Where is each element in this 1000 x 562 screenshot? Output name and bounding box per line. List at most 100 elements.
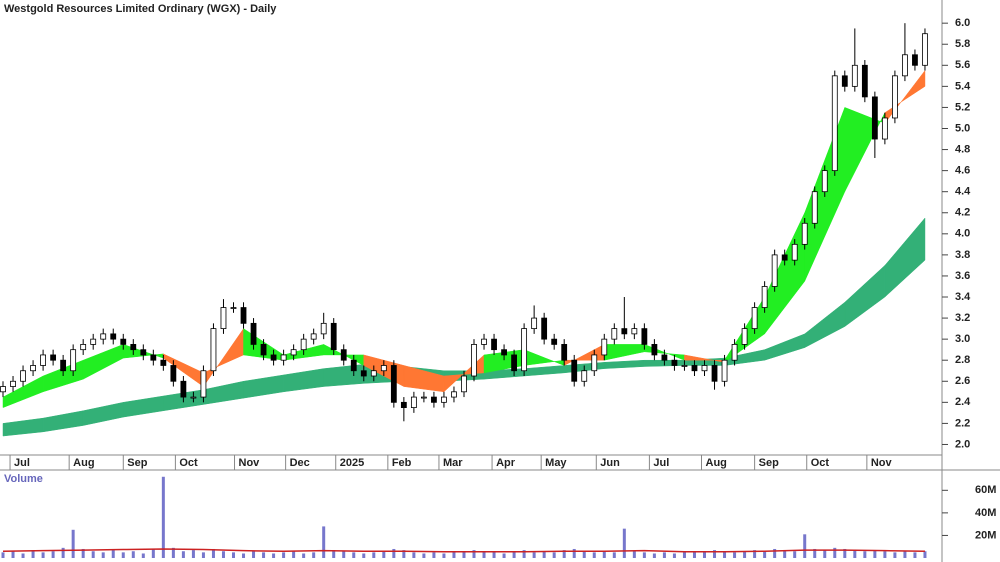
volume-bar [542, 551, 546, 558]
volume-bar [151, 548, 155, 558]
volume-bar [392, 548, 396, 558]
volume-bar [572, 548, 576, 558]
candle-body [330, 322, 337, 351]
candle-body [250, 322, 257, 345]
candle-body [320, 322, 327, 335]
volume-bar [863, 551, 867, 558]
x-tick-label: May [545, 457, 567, 469]
volume-bar [201, 552, 205, 558]
candle-body [591, 354, 598, 372]
candle-body [881, 117, 888, 140]
volume-bar [41, 552, 45, 558]
y-tick-label: 3.4 [955, 291, 971, 303]
volume-bar [713, 550, 717, 558]
x-tick-label: Feb [392, 457, 412, 469]
volume-bar [873, 550, 877, 558]
volume-bar [181, 551, 185, 558]
candle-body [761, 286, 768, 308]
y-tick-label: 5.6 [955, 59, 970, 71]
x-tick-label: Mar [443, 457, 463, 469]
candle-body [421, 396, 427, 399]
candle-body [10, 380, 16, 387]
candle-body [671, 359, 678, 366]
volume-bar [612, 552, 616, 558]
volume-tick-label: 40M [975, 507, 996, 519]
chart-title: Westgold Resources Limited Ordinary (WGX… [4, 3, 277, 15]
volume-bar [402, 550, 406, 558]
candle-body [380, 365, 387, 372]
candle-body [300, 338, 307, 351]
volume-bar [242, 553, 246, 558]
volume-bar [71, 529, 75, 558]
volume-bar [582, 551, 586, 558]
y-tick-label: 2.0 [955, 438, 970, 450]
candle-body [801, 222, 808, 245]
volume-bar [723, 551, 727, 558]
x-tick-label: Dec [290, 457, 310, 469]
y-tick-label: 5.8 [955, 38, 970, 50]
volume-bar [843, 548, 847, 558]
candle-body [200, 370, 207, 398]
volume-bar [161, 476, 165, 558]
volume-bar [702, 552, 706, 558]
volume-bar [833, 547, 837, 558]
candle-body [831, 75, 838, 172]
x-tick-label: Sep [759, 457, 779, 469]
volume-bar [492, 552, 496, 558]
candle-body [561, 344, 568, 361]
volume-bar [61, 547, 65, 558]
volume-bar [101, 552, 105, 558]
candle-body [481, 338, 487, 345]
candle-body [70, 349, 77, 372]
candle-body [150, 354, 157, 361]
volume-bar [893, 552, 897, 558]
volume-bar [793, 551, 797, 558]
y-tick-label: 3.8 [955, 249, 970, 261]
volume-bar [773, 548, 777, 558]
volume-tick-label: 60M [975, 484, 996, 496]
candle-body [721, 359, 728, 382]
volume-bar [352, 552, 356, 558]
volume-bar [412, 552, 416, 558]
candle-body [501, 349, 507, 356]
y-tick-label: 4.4 [955, 186, 971, 198]
candle-body [791, 243, 798, 261]
candle-body [531, 317, 538, 330]
candle-body [190, 396, 197, 399]
candle-body [210, 328, 217, 372]
volume-bar [642, 552, 646, 558]
volume-bar [171, 547, 175, 558]
x-tick-label: Nov [239, 457, 261, 469]
volume-bar [332, 550, 336, 558]
candle-body [892, 75, 898, 119]
y-tick-label: 6.0 [955, 17, 970, 29]
volume-bar [382, 551, 386, 558]
volume-bar [512, 551, 516, 558]
candle-body [20, 370, 26, 382]
volume-bar [211, 548, 215, 558]
volume-average [2, 548, 925, 553]
volume-bar [552, 552, 556, 558]
volume-bar [672, 553, 676, 558]
volume-bar [733, 552, 737, 558]
candle-body [400, 401, 407, 409]
candle-body [661, 354, 668, 361]
candle-body [390, 365, 397, 403]
candle-body [120, 338, 127, 345]
candle-body [140, 349, 147, 356]
candle-body [410, 396, 417, 409]
y-tick-label: 2.6 [955, 375, 970, 387]
volume-bar [743, 551, 747, 558]
y-tick-label: 5.4 [955, 80, 971, 92]
volume-title: Volume [4, 473, 43, 485]
volume-bar [482, 551, 486, 558]
candle-body [601, 338, 608, 356]
volume-bar [913, 552, 917, 558]
volume-bar [632, 551, 636, 558]
volume-bar [803, 534, 807, 558]
volume-bar [783, 550, 787, 558]
volume-bar [11, 551, 15, 558]
y-tick-label: 4.0 [955, 228, 970, 240]
